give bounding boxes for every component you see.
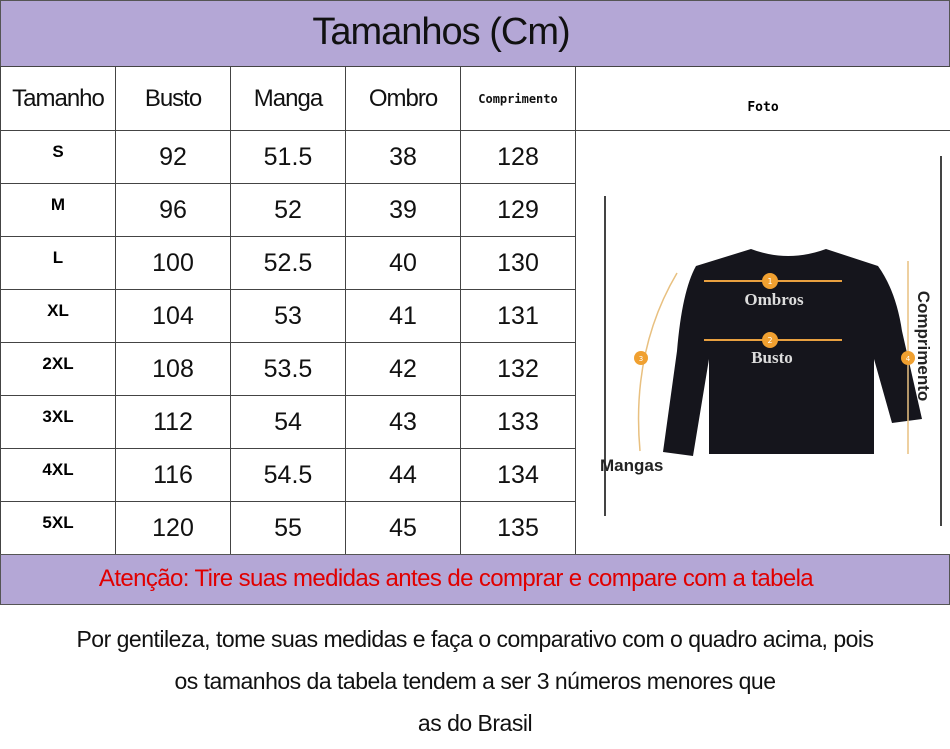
svg-text:1: 1 [767,277,772,286]
size-label: XL [47,301,69,320]
photo-cell: 1 2 3 4 Ombros Busto Mangas Comprimento [575,130,950,555]
busto-label: Busto [751,348,793,367]
column-header: Tamanho [12,84,105,112]
table-row: S 92 51.5 38 128 1 2 3 4 Ombros Busto Mangas… [0,130,950,555]
measurement-value: 42 [389,354,417,383]
measurement-value: 135 [497,513,539,542]
marker-1: 1 [762,273,778,289]
page-title: Tamanhos (Cm) [312,11,570,53]
size-label: 4XL [42,460,74,479]
table-row: 2XL 108 53.5 42 132 [0,342,950,396]
measurement-value: 44 [389,460,417,489]
note-line: Por gentileza, tome suas medidas e faça … [76,626,874,652]
measurement-value: 92 [159,142,187,171]
column-header: Manga [253,84,323,112]
attention-text: Atenção: Tire suas medidas antes de comp… [98,565,814,592]
size-label: S [52,142,64,161]
measurement-value: 41 [389,301,417,330]
measurement-value: 112 [153,407,193,436]
size-label: 5XL [42,513,74,532]
attention-band: Atenção: Tire suas medidas antes de comp… [0,554,950,605]
size-label: 2XL [42,354,74,373]
marker-3: 3 [634,351,648,365]
table-row: M 96 52 39 129 [0,183,950,237]
measurement-value: 52.5 [263,248,313,277]
note: Por gentileza, tome suas medidas e faça … [20,618,930,744]
table-row: 3XL 112 54 43 133 [0,395,950,449]
measurement-value: 130 [497,248,539,277]
column-header: Busto [144,84,202,112]
column-header: Foto [747,99,779,115]
measurement-value: 52 [274,195,302,224]
measurement-value: 40 [389,248,417,277]
measurement-value: 120 [152,513,194,542]
measurement-value: 104 [152,301,194,330]
measurement-value: 129 [497,195,539,224]
measurement-value: 53 [274,301,302,330]
note-line: os tamanhos da tabela tendem a ser 3 núm… [174,668,776,694]
measurement-value: 116 [153,460,193,489]
measurement-value: 128 [497,142,539,171]
size-label: M [50,195,66,214]
ombros-label: Ombros [744,290,804,309]
svg-text:4: 4 [906,355,911,363]
measurement-value: 132 [497,354,539,383]
marker-2: 2 [762,332,778,348]
measurement-value: 131 [497,301,539,330]
measurement-value: 54 [274,407,302,436]
measurement-value: 38 [389,142,417,171]
measurement-value: 108 [152,354,194,383]
note-line: as do Brasil [417,710,533,736]
measurement-value: 54.5 [263,460,313,489]
mangas-label: Mangas [600,456,663,475]
column-header: Ombro [368,84,438,112]
measurement-value: 45 [389,513,417,542]
marker-4: 4 [901,351,915,365]
table-row: L 100 52.5 40 130 [0,236,950,290]
measurement-value: 39 [389,195,417,224]
table-row: 5XL 120 55 45 135 [0,501,950,555]
comprimento-label: Comprimento [914,291,933,402]
table-row: XL 104 53 41 131 [0,289,950,343]
measurement-value: 96 [159,195,187,224]
table-row: 4XL 116 54.5 44 134 [0,448,950,502]
measurement-value: 100 [152,248,194,277]
svg-text:3: 3 [639,355,643,363]
measurement-value: 133 [497,407,539,436]
sweater-icon [663,249,922,456]
measurement-value: 51.5 [263,142,313,171]
measurement-value: 43 [389,407,417,436]
size-table: Tamanho Busto Manga Ombro Comprimento Fo… [0,66,950,555]
sweater-measurement-photo: 1 2 3 4 Ombros Busto Mangas Comprimento [600,156,942,526]
column-header: Comprimento [478,91,558,106]
size-label: 3XL [42,407,74,426]
svg-text:2: 2 [767,336,772,345]
measurement-value: 134 [497,460,539,489]
measurement-value: 55 [274,513,302,542]
title-band: Tamanhos (Cm) [0,0,950,67]
size-label: L [52,248,64,267]
measurement-value: 53.5 [263,354,313,383]
table-header-row: Tamanho Busto Manga Ombro Comprimento Fo… [0,66,950,131]
